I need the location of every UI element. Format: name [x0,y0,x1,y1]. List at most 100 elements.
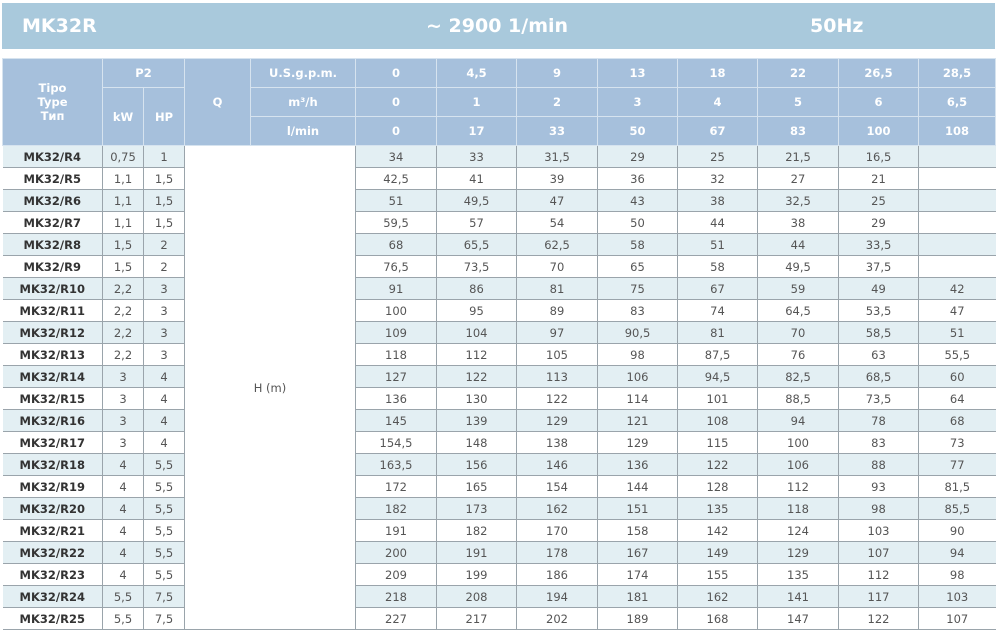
head-value: 149 [677,541,758,564]
head-value: 135 [677,497,758,520]
flow-value: 4 [677,87,758,117]
pump-type: MK32/R14 [2,365,103,388]
head-value: 88 [838,453,919,476]
header-row: l/min 0 17 33 50 67 83 100 108 [3,116,996,146]
head-value: 91 [355,277,437,300]
power-kw: 4 [102,497,144,520]
head-value: 34 [355,145,437,168]
head-value [918,189,996,212]
head-value: 194 [516,585,598,608]
flow-value: 83 [757,116,839,146]
frequency-title: 50Hz [810,15,864,37]
head-value: 49 [838,277,919,300]
head-value: 189 [597,607,678,630]
flow-value: 26,5 [838,58,919,88]
table-row: MK32/R18 4 5,5 163,5 156 146 136 122 106 88 77 [2,453,996,476]
head-value: 73,5 [436,255,517,278]
table-row: MK32/R10 2,2 3 91 86 81 75 67 59 49 42 [2,277,996,300]
head-value: 128 [677,475,758,498]
model-title: MK32R [22,15,97,37]
p2-header: P2 [102,58,185,88]
power-kw: 2,2 [102,321,144,344]
head-value: 124 [757,519,839,542]
power-hp: 4 [143,431,185,454]
header-row: Tipo Type Тип P2 Q U.S.g.p.m. 0 4,5 9 13 18 22 26,5 2… [2,58,996,146]
power-kw: 4 [102,453,144,476]
flow-value: 3 [597,87,678,117]
head-value: 202 [516,607,598,630]
head-value: 58 [677,255,758,278]
head-value: 163,5 [355,453,437,476]
kw-header: kW [102,87,144,146]
head-value: 154 [516,475,598,498]
head-value: 112 [838,563,919,586]
head-value: 70 [757,321,839,344]
head-value: 70 [516,255,598,278]
head-value: 127 [355,365,437,388]
power-kw: 4 [102,519,144,542]
power-hp: 5,5 [143,453,185,476]
head-value: 115 [677,431,758,454]
head-value: 95 [436,299,517,322]
head-value: 144 [597,475,678,498]
head-value: 55,5 [918,343,996,366]
head-value: 47 [516,189,598,212]
head-value: 83 [597,299,678,322]
head-value: 136 [355,387,437,410]
title-bar: MK32R ~ 2900 1/min 50Hz [2,3,995,49]
head-value: 97 [516,321,598,344]
head-value [918,145,996,168]
head-value: 83 [838,431,919,454]
head-value: 49,5 [436,189,517,212]
head-value: 58 [597,233,678,256]
head-value: 154,5 [355,431,437,454]
head-value: 81 [516,277,598,300]
head-value: 113 [516,365,598,388]
head-value: 36 [597,167,678,190]
head-value: 89 [516,299,598,322]
table-row: MK32/R9 1,5 2 76,5 73,5 70 65 58 49,5 37,5 [2,255,996,278]
power-kw: 1,5 [102,233,144,256]
head-value: 39 [516,167,598,190]
power-hp: 5,5 [143,541,185,564]
head-value: 122 [436,365,517,388]
pump-type: MK32/R21 [2,519,103,542]
head-value: 25 [838,189,919,212]
unit-header: m³/h [250,87,356,117]
table-row: MK32/R20 4 5,5 182 173 162 151 135 118 98 85,5 [2,497,996,520]
table-row: MK32/R4 0,75 1 H (m) 34 33 31,5 29 25 21,5 16,5 [2,145,996,630]
head-value: 130 [436,387,517,410]
power-hp: 1 [143,145,185,168]
flow-value: 2 [516,87,598,117]
power-hp: 2 [143,255,185,278]
pump-type: MK32/R10 [2,277,103,300]
pump-type: MK32/R22 [2,541,103,564]
head-value: 121 [597,409,678,432]
table-row: MK32/R16 3 4 145 139 129 121 108 94 78 68 [2,409,996,432]
type-header-label: Type [37,95,68,109]
q-header: Q [184,58,251,146]
head-value: 122 [677,453,758,476]
head-value: 29 [838,211,919,234]
type-header-label: Тип [40,109,65,123]
flow-value: 100 [838,116,919,146]
head-value: 51 [677,233,758,256]
flow-value: 67 [677,116,758,146]
head-value: 51 [918,321,996,344]
head-value: 51 [355,189,437,212]
head-value: 63 [838,343,919,366]
power-hp: 3 [143,299,185,322]
head-value: 27 [757,167,839,190]
power-kw: 0,75 [102,145,144,168]
head-value: 142 [677,519,758,542]
pump-type: MK32/R15 [2,387,103,410]
head-value: 16,5 [838,145,919,168]
head-value: 29 [597,145,678,168]
power-hp: 5,5 [143,497,185,520]
table-row: MK32/R8 1,5 2 68 65,5 62,5 58 51 44 33,5 [2,233,996,256]
head-value: 104 [436,321,517,344]
head-value: 107 [838,541,919,564]
head-value: 218 [355,585,437,608]
head-value [918,255,996,278]
head-value: 117 [838,585,919,608]
